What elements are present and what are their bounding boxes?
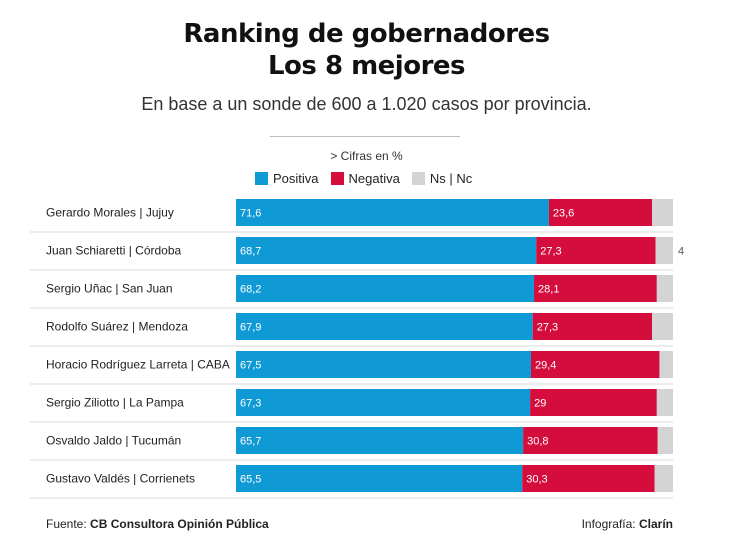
legend-swatch-positiva [255,172,268,185]
header-divider [270,136,460,137]
bar-negativa [530,389,657,416]
chart-title: Ranking de gobernadores Los 8 mejores [0,18,733,82]
legend-item-nsnc: Ns | Nc [411,171,473,186]
footer-credit: Infografía: Clarín [582,517,673,531]
bar-positiva [236,465,523,492]
bar-positiva [236,199,549,226]
legend-label-nsnc: Ns | Nc [429,171,473,186]
category-label: Rodolfo Suárez | Mendoza [46,320,188,334]
data-label-positiva: 68,2 [240,284,261,296]
category-label: Gerardo Morales | Jujuy [46,206,174,220]
data-label-negativa: 27,3 [537,322,558,334]
bar-negativa [536,237,656,264]
credit-label: Infografía: [581,517,636,531]
legend-swatch-nsnc [411,172,425,185]
legend-label-positiva: Positiva [273,171,319,186]
data-label-positiva: 67,3 [240,398,261,410]
category-label: Sergio Ziliotto | La Pampa [46,396,184,410]
bar-negativa [532,313,653,340]
legend-swatch-negativa [330,172,344,185]
data-label-positiva: 65,5 [240,474,261,486]
data-label-nsnc: 4 [678,246,684,258]
bar-positiva [236,313,533,340]
bar-positiva [236,427,524,454]
bar-nsnc [655,237,673,264]
category-label: Juan Schiaretti | Córdoba [46,244,182,258]
data-label-positiva: 65,7 [240,436,261,448]
bar-negativa [548,199,653,226]
legend-item-negativa: Negativa [330,171,400,186]
bar-positiva [236,275,535,302]
legend-item-positiva: Positiva [255,171,319,186]
bar-nsnc [656,389,673,416]
source-label: Fuente: [46,517,87,531]
bar-positiva [236,351,531,378]
data-label-negativa: 29,4 [535,360,556,372]
bar-positiva [236,389,531,416]
bar-positiva [236,237,537,264]
bar-nsnc [652,199,673,226]
stacked-bar-chart: Gerardo Morales | Jujuy 71,6 23,6 Juan Schi… [30,199,684,499]
data-label-negativa: 30,8 [527,436,548,448]
data-label-negativa: 23,6 [553,208,574,220]
category-label: Sergio Uñac | San Juan [46,282,173,296]
data-label-positiva: 71,6 [240,208,261,220]
data-label-positiva: 67,5 [240,360,261,372]
bar-nsnc [659,351,673,378]
bar-nsnc [652,313,673,340]
title-line-1: Ranking de gobernadores [183,19,550,49]
legend-label-negativa: Negativa [348,171,400,186]
bar-nsnc [654,465,673,492]
data-label-positiva: 68,7 [240,246,261,258]
source-value: CB Consultora Opinión Pública [90,517,269,531]
category-label: Osvaldo Jaldo | Tucumán [46,434,181,448]
bar-nsnc [656,275,673,302]
chart-subtitle: En base a un sonde de 600 a 1.020 casos … [141,94,592,114]
legend: Positiva Negativa Ns | Nc [255,171,484,186]
category-label: Gustavo Valdés | Corrienets [46,472,195,486]
category-label: Horacio Rodríguez Larreta | CABA [46,358,230,372]
bar-negativa [530,351,660,378]
credit-value: Clarín [638,517,673,531]
title-line-2: Los 8 mejores [267,51,466,81]
data-label-negativa: 27,3 [540,246,561,258]
data-label-positiva: 67,9 [240,322,261,334]
data-label-negativa: 30,3 [526,474,547,486]
data-label-negativa: 28,1 [538,284,559,296]
bar-negativa [522,465,655,492]
bar-negativa [523,427,658,454]
unit-note: > Cifras en % [330,149,403,163]
data-label-negativa: 29 [534,398,546,410]
footer-source: Fuente: CB Consultora Opinión Pública [46,517,269,531]
bar-negativa [534,275,657,302]
bar-nsnc [657,427,673,454]
